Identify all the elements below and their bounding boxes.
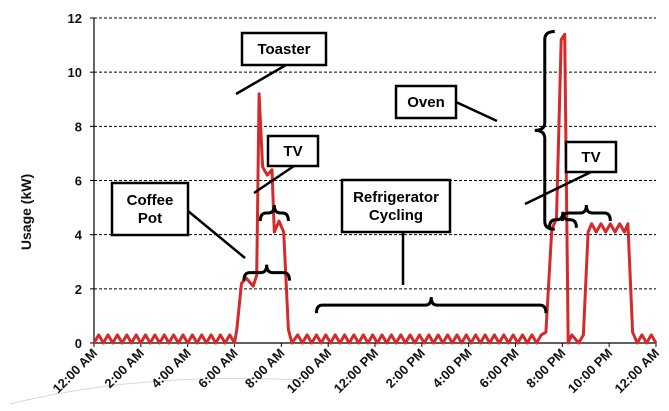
oven-bracket bbox=[534, 30, 555, 231]
y-tick-label: 2 bbox=[75, 282, 82, 297]
tv2-leader-line bbox=[524, 170, 592, 206]
x-tick-label: 6:00 PM bbox=[476, 346, 521, 391]
x-axis-ticks: 12:00 AM 2:00 AM 4:00 AM 6:00 AM 8:00 AM10:0… bbox=[49, 343, 662, 396]
y-tick-label: 6 bbox=[75, 174, 82, 189]
x-tick-label: 4:00 AM bbox=[148, 346, 194, 392]
x-tick-label: 12:00 AM bbox=[611, 346, 662, 397]
oven-callout-box bbox=[394, 84, 458, 120]
fridge-callout-text: Refrigerator bbox=[353, 189, 439, 206]
tv1-leader-line bbox=[253, 164, 295, 195]
fridge-callout-text: Cycling bbox=[369, 207, 423, 224]
usage-line bbox=[92, 32, 658, 345]
x-tick-label: 8:00 PM bbox=[523, 346, 568, 391]
y-tick-label: 12 bbox=[68, 11, 82, 26]
fridge-callout-box bbox=[340, 178, 452, 234]
y-tick-label: 8 bbox=[75, 119, 82, 134]
coffee-callout-text: Coffee bbox=[127, 192, 174, 209]
oven-callout-text: Oven bbox=[407, 94, 445, 111]
y-tick-label: 0 bbox=[75, 336, 82, 351]
x-tick-label: 12:00 PM bbox=[331, 346, 381, 396]
tv2-bracket bbox=[560, 204, 612, 222]
x-tick-label: 10:00 AM bbox=[284, 346, 335, 397]
oven-leader-line bbox=[455, 100, 498, 123]
toaster-leader-line bbox=[235, 63, 287, 96]
x-tick-label: 4:00 PM bbox=[429, 346, 474, 391]
coffee-callout-text: Pot bbox=[138, 210, 162, 227]
y-tick-label: 4 bbox=[75, 228, 83, 243]
x-tick-label: 6:00 AM bbox=[195, 346, 241, 392]
toaster-callout-box bbox=[240, 31, 328, 67]
decorative-arc bbox=[9, 377, 301, 405]
tv2-callout-text: TV bbox=[581, 149, 600, 166]
tv1-callout-text: TV bbox=[283, 143, 302, 160]
tv1-callout-box bbox=[266, 134, 320, 168]
tv1-bracket bbox=[258, 204, 290, 222]
tv2b-bracket bbox=[547, 211, 578, 228]
y-axis-label: Usage (kW) bbox=[18, 174, 34, 250]
x-tick-label: 8:00 AM bbox=[242, 346, 288, 392]
x-tick-label: 2:00 PM bbox=[383, 346, 428, 391]
y-axis-ticks: 0 2 4 6 8 10 12 bbox=[68, 11, 94, 351]
coffee-callout-box bbox=[110, 181, 190, 237]
x-tick-label: 10:00 PM bbox=[565, 346, 615, 396]
tv2-callout-box bbox=[564, 140, 618, 174]
toaster-callout-text: Toaster bbox=[257, 41, 310, 58]
coffee-leader-line bbox=[187, 210, 246, 259]
coffee-bracket bbox=[242, 264, 292, 281]
fridge-bracket bbox=[314, 297, 548, 314]
y-tick-label: 10 bbox=[68, 65, 82, 80]
series-layer bbox=[92, 32, 658, 345]
